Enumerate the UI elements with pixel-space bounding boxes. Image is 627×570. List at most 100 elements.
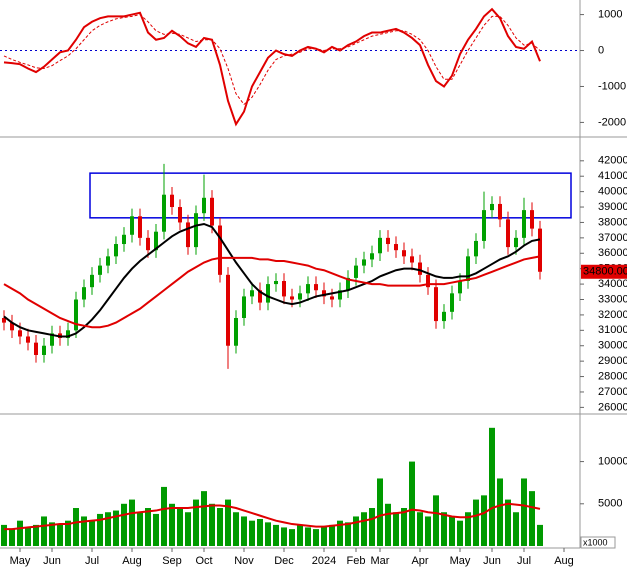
candle-body xyxy=(186,222,190,248)
volume-bar xyxy=(521,478,527,546)
volume-bar xyxy=(201,491,207,546)
candle-body xyxy=(338,290,342,300)
candle-body xyxy=(426,274,430,288)
volume-bar xyxy=(361,512,367,546)
candle-body xyxy=(258,290,262,303)
candle-body xyxy=(146,237,150,251)
volume-bar xyxy=(33,524,39,546)
x-tick-label: Jul xyxy=(85,555,99,567)
volume-bar xyxy=(97,513,103,546)
volume-bar xyxy=(65,520,71,546)
line-series xyxy=(3,7,541,127)
volume-bar xyxy=(233,512,239,546)
x-tick-label: Apr xyxy=(411,555,428,567)
candle-body xyxy=(226,274,230,346)
x-tick-label: May xyxy=(10,555,31,567)
candle-body xyxy=(234,317,238,346)
y-tick-label: 33000 xyxy=(598,293,627,305)
volume-bar xyxy=(105,512,111,546)
volume-bar xyxy=(89,520,95,546)
candle-body xyxy=(162,194,166,232)
candle-body xyxy=(42,345,46,355)
candle-body xyxy=(346,277,350,291)
candle-body xyxy=(314,284,318,291)
candle-body xyxy=(530,210,534,229)
x-tick-label: Jul xyxy=(517,555,531,567)
volume-bar xyxy=(505,499,511,546)
volume-bar xyxy=(305,527,311,546)
volume-bar xyxy=(161,486,167,546)
candle-body xyxy=(218,225,222,275)
volume-bar xyxy=(513,512,519,546)
y-tick-label: 41000 xyxy=(598,170,627,182)
y-tick-label: 36000 xyxy=(598,247,627,259)
volume-bar xyxy=(17,520,23,546)
volume-bar xyxy=(489,427,495,546)
volume-bar xyxy=(153,513,159,546)
y-tick-label: 30000 xyxy=(598,340,627,352)
y-tick-label: 1000 xyxy=(598,8,622,20)
volume-bar xyxy=(25,527,31,546)
candle-body xyxy=(98,265,102,275)
volume-bar xyxy=(137,512,143,546)
x-tick-label: Mar xyxy=(371,555,390,567)
x-tick-label: Aug xyxy=(554,555,574,567)
candle-body xyxy=(2,317,6,323)
volume-bar xyxy=(113,510,119,546)
volume-bar xyxy=(329,524,335,546)
volume-bar xyxy=(537,524,543,546)
volume-bar xyxy=(265,522,271,546)
candle-body xyxy=(50,333,54,346)
volume-bar xyxy=(185,512,191,546)
volume-bar xyxy=(425,516,431,546)
y-tick-label: 40000 xyxy=(598,186,627,198)
candle-body xyxy=(290,296,294,300)
candle-body xyxy=(306,284,310,294)
volume-bar xyxy=(369,508,375,546)
volume-bar xyxy=(401,508,407,546)
volume-bar xyxy=(337,520,343,546)
candle-body xyxy=(386,237,390,245)
candle-body xyxy=(514,237,518,248)
candle-body xyxy=(418,262,422,275)
x-tick-label: Nov xyxy=(234,555,254,567)
volume-bar xyxy=(433,495,439,546)
unit-box xyxy=(580,536,616,549)
candle-body xyxy=(74,299,78,331)
candle-body xyxy=(466,256,470,282)
volume-bar xyxy=(377,478,383,546)
candle-body xyxy=(154,231,158,251)
candle-body xyxy=(458,281,462,294)
x-tick-label: May xyxy=(450,555,471,567)
volume-bar xyxy=(441,512,447,546)
volume-bar xyxy=(225,499,231,546)
volume-bar xyxy=(129,499,135,546)
candle-body xyxy=(362,259,366,266)
y-tick-label: 27000 xyxy=(598,386,627,398)
candle-body xyxy=(122,234,126,245)
candle-body xyxy=(202,197,206,214)
y-tick-label: 42000 xyxy=(598,155,627,167)
candle-body xyxy=(10,322,14,331)
volume-bar xyxy=(241,516,247,546)
candle-body xyxy=(370,253,374,260)
x-tick-label: Feb xyxy=(347,555,366,567)
volume-bar xyxy=(465,512,471,546)
volume-bar xyxy=(273,524,279,546)
y-tick-label: -1000 xyxy=(598,80,626,92)
candle-body xyxy=(474,240,478,257)
volume-bar xyxy=(297,524,303,546)
candle-body xyxy=(330,296,334,300)
unit-label: x1000 xyxy=(583,537,608,547)
candle-body xyxy=(138,216,142,238)
line-series xyxy=(3,14,541,106)
y-tick-label: 10000 xyxy=(598,455,627,467)
candle-body xyxy=(18,330,22,337)
y-tick-label: -2000 xyxy=(598,116,626,128)
x-tick-label: Sep xyxy=(162,555,182,567)
candle-body xyxy=(434,287,438,322)
x-tick-label: Aug xyxy=(122,555,142,567)
x-tick-label: 2024 xyxy=(312,555,336,567)
x-tick-label: Jun xyxy=(483,555,501,567)
volume-bar xyxy=(73,508,79,546)
